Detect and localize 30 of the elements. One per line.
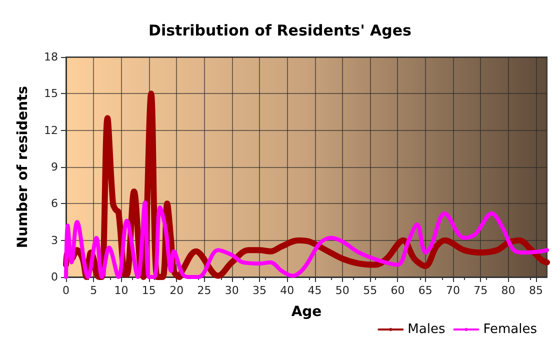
x-tick-label: 0 [62, 284, 70, 297]
x-tick-label: 15 [142, 284, 156, 297]
legend-label: Females [483, 322, 538, 337]
x-tick-label: 75 [474, 284, 488, 297]
y-tick-label: 15 [44, 87, 58, 100]
y-tick-label: 9 [51, 160, 58, 174]
x-tick-label: 80 [501, 284, 516, 297]
x-tick-label: 60 [390, 284, 405, 297]
y-tick-label: 3 [51, 234, 58, 247]
legend-label: Males [408, 322, 446, 337]
x-tick-label: 55 [363, 284, 378, 297]
x-tick-label: 70 [446, 284, 460, 297]
y-tick-label: 12 [44, 124, 58, 137]
y-tick-label: 18 [44, 50, 58, 64]
x-tick-label: 85 [528, 284, 543, 297]
y-tick-label: 6 [51, 197, 58, 210]
x-tick-label: 45 [308, 284, 322, 297]
x-tick-label: 50 [335, 284, 350, 297]
x-tick-label: 25 [197, 284, 212, 297]
chart-title: Distribution of Residents' Ages [148, 22, 412, 40]
x-tick-label: 20 [170, 284, 184, 297]
x-tick-label: 5 [90, 284, 98, 297]
x-tick-label: 10 [114, 284, 128, 297]
y-tick-label: 0 [51, 270, 58, 284]
x-tick-label: 40 [280, 284, 294, 297]
x-tick-label: 35 [252, 284, 267, 297]
x-tick-label: 65 [418, 284, 432, 297]
x-tick-label: 30 [224, 284, 239, 297]
y-axis-title: Number of residents [15, 86, 31, 248]
x-axis-title: Age [291, 304, 322, 320]
